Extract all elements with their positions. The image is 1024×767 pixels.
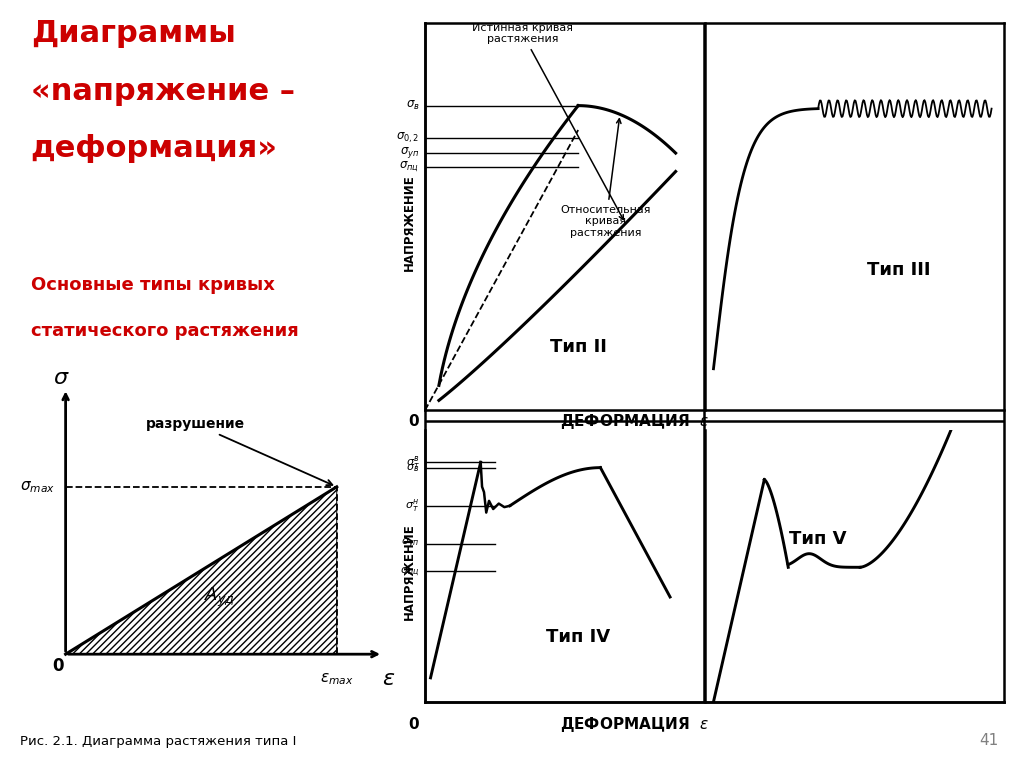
Text: «nапряжение –: «nапряжение – <box>31 77 295 106</box>
Text: $\varepsilon$: $\varepsilon$ <box>383 669 395 689</box>
Text: ДЕФОРМАЦИЯ  $\varepsilon$: ДЕФОРМАЦИЯ $\varepsilon$ <box>560 716 710 734</box>
Text: $\sigma_{уп}$: $\sigma_{уп}$ <box>400 146 420 160</box>
Text: $\sigma_{пц}$: $\sigma_{пц}$ <box>400 565 420 578</box>
Text: $\sigma_{уп}$: $\sigma_{уп}$ <box>401 537 420 551</box>
Text: ДЕФОРМАЦИЯ  $\varepsilon$: ДЕФОРМАЦИЯ $\varepsilon$ <box>560 413 710 431</box>
Text: Тип IV: Тип IV <box>546 628 610 646</box>
Text: Тип II: Тип II <box>550 338 606 356</box>
Text: Основные типы кривых: Основные типы кривых <box>31 276 274 294</box>
Text: $\sigma$: $\sigma$ <box>52 368 70 388</box>
Text: разрушение: разрушение <box>145 416 333 486</box>
Text: Диаграммы: Диаграммы <box>31 19 236 48</box>
Text: $\sigma_{пц}$: $\sigma_{пц}$ <box>399 160 420 173</box>
Text: Тип V: Тип V <box>790 530 847 548</box>
Text: НАПРЯЖЕНИЕ: НАПРЯЖЕНИЕ <box>403 174 416 271</box>
Text: 41: 41 <box>979 732 998 748</box>
Text: $\sigma_в$: $\sigma_в$ <box>406 99 420 112</box>
Text: $\sigma_т^н$: $\sigma_т^н$ <box>406 497 420 514</box>
Text: $A_{уд}$: $A_{уд}$ <box>205 586 236 609</box>
Text: 0: 0 <box>52 657 63 676</box>
Text: Тип III: Тип III <box>867 261 931 278</box>
Text: $\varepsilon_{max}$: $\varepsilon_{max}$ <box>319 671 353 687</box>
Text: 0: 0 <box>409 414 419 430</box>
Text: статического растяжения: статического растяжения <box>31 322 298 340</box>
Text: $\sigma_в$: $\sigma_в$ <box>407 462 420 473</box>
Text: Рис. 2.1. Диаграмма растяжения типа I: Рис. 2.1. Диаграмма растяжения типа I <box>20 735 297 748</box>
Text: 0: 0 <box>409 717 419 732</box>
Text: деформация»: деформация» <box>31 134 278 163</box>
Text: Истинная кривая
растяжения: Истинная кривая растяжения <box>472 23 624 219</box>
Text: $\sigma_т^в$: $\sigma_т^в$ <box>406 454 420 471</box>
Text: НАПРЯЖЕНИЕ: НАПРЯЖЕНИЕ <box>403 523 416 620</box>
Text: $\sigma_{0,2}$: $\sigma_{0,2}$ <box>396 130 420 145</box>
Text: Относительная
кривая
растяжения: Относительная кривая растяжения <box>561 119 651 238</box>
Text: $\sigma_{max}$: $\sigma_{max}$ <box>19 479 55 495</box>
